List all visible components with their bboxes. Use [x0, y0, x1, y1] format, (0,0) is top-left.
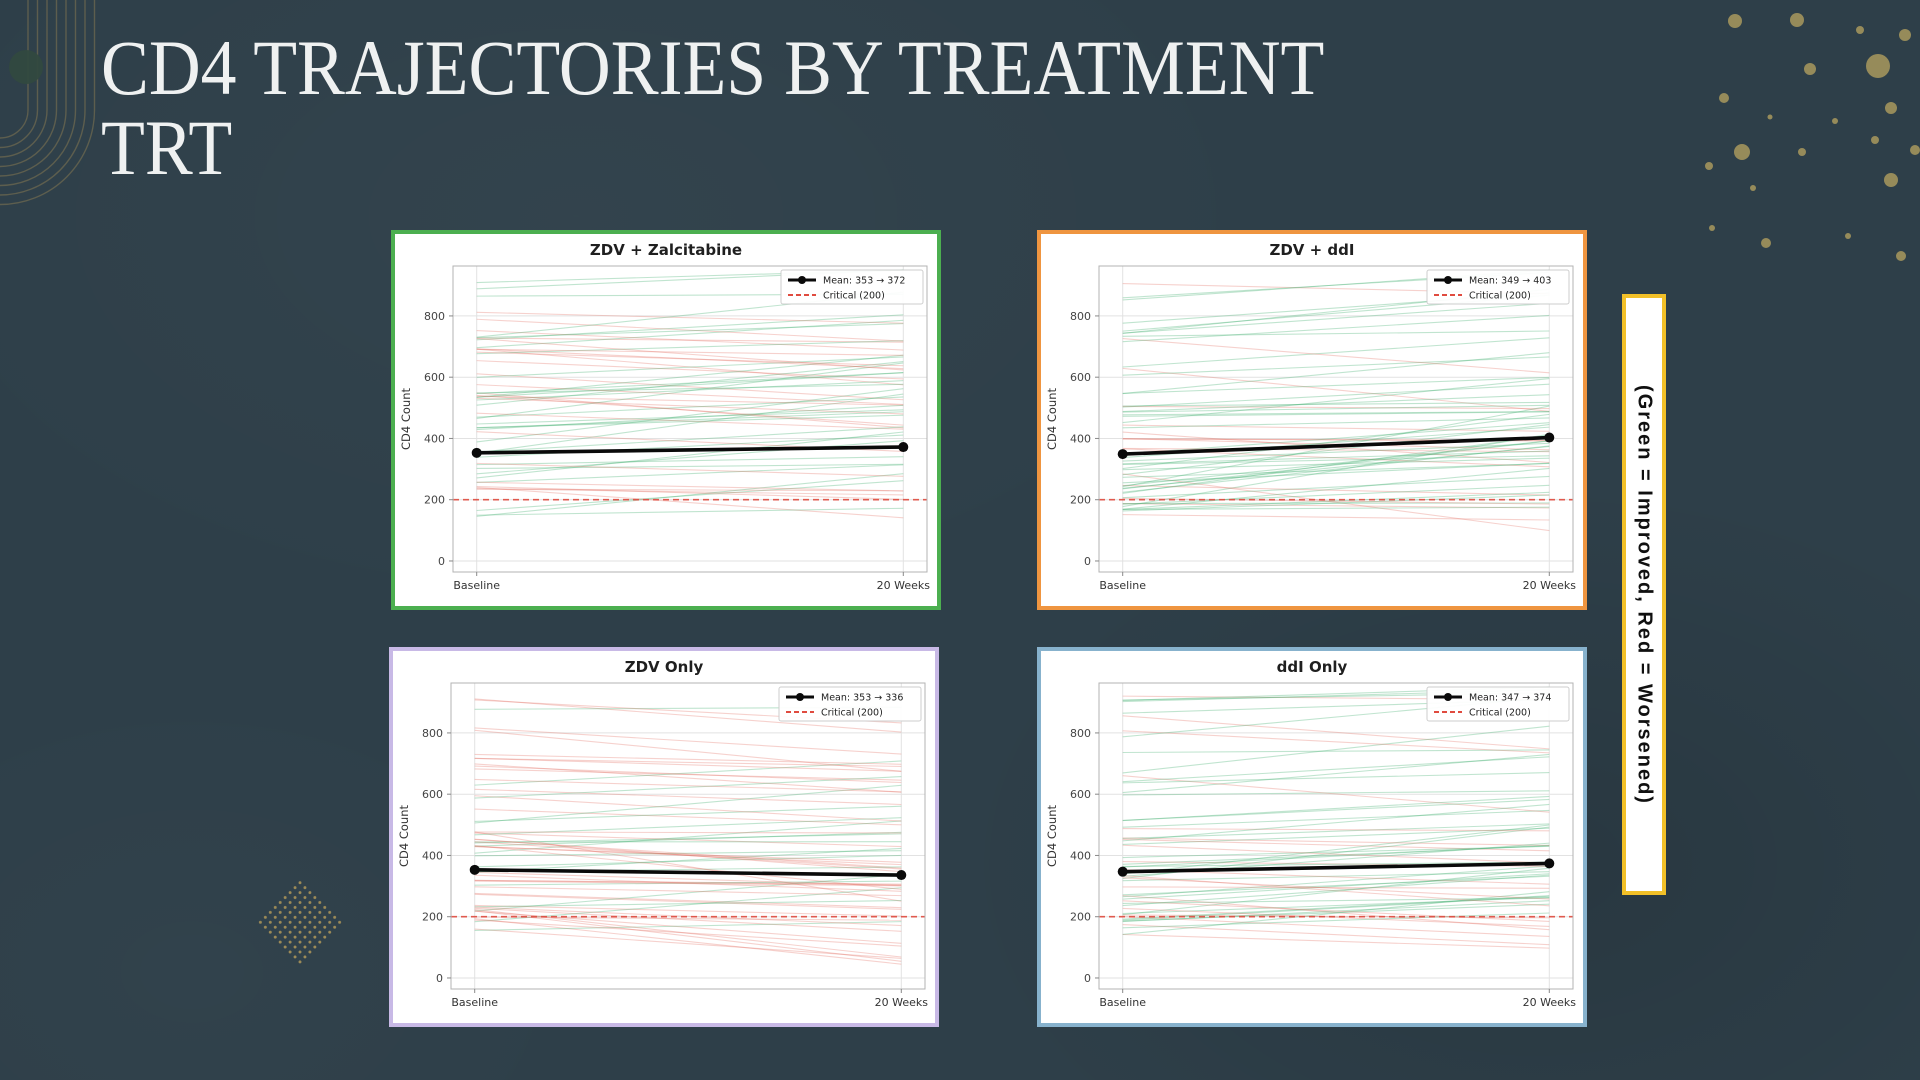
chart-panel-zdv-zalcitabine: ZDV + Zalcitabine 0 200 400 600 800 Baseline 2… [391, 230, 941, 610]
svg-text:Mean: 353 → 336: Mean: 353 → 336 [821, 693, 903, 704]
svg-text:200: 200 [1070, 911, 1091, 924]
svg-text:200: 200 [422, 911, 443, 924]
svg-text:Critical (200): Critical (200) [1469, 291, 1531, 302]
svg-text:CD4 Count: CD4 Count [1045, 805, 1059, 868]
title-line-1: CD4 TRAJECTORIES BY TREATMENT [101, 24, 1325, 111]
svg-text:0: 0 [1084, 972, 1091, 985]
chart-title: ddI Only [1276, 658, 1348, 676]
svg-text:400: 400 [424, 432, 445, 445]
svg-text:Baseline: Baseline [451, 996, 498, 1009]
svg-text:800: 800 [424, 310, 445, 323]
svg-text:Critical (200): Critical (200) [823, 291, 885, 302]
svg-text:400: 400 [1070, 849, 1091, 862]
svg-text:Critical (200): Critical (200) [1469, 708, 1531, 719]
svg-text:Critical (200): Critical (200) [821, 708, 883, 719]
spaghetti-plot-ddi-only: 0 200 400 600 800 Baseline 20 Weeks CD4 Count Me… [1045, 682, 1577, 1009]
svg-text:Baseline: Baseline [453, 579, 500, 592]
page-title: CD4 TRAJECTORIES BY TREATMENT TRT [101, 28, 1481, 187]
spaghetti-plot-zdv-only: 0 200 400 600 800 Baseline 20 Weeks CD4 Count Me… [397, 682, 929, 1009]
svg-text:200: 200 [424, 494, 445, 507]
chart-panel-zdv-only: ZDV Only 0 200 400 600 800 Baseline 20 Weeks CD… [389, 647, 939, 1027]
svg-text:20 Weeks: 20 Weeks [875, 996, 929, 1009]
svg-text:Mean: 349 → 403: Mean: 349 → 403 [1469, 276, 1551, 287]
legend-note-text: (Green = Improved, Red = Worsened) [1633, 384, 1656, 805]
svg-text:600: 600 [424, 371, 445, 384]
svg-text:CD4 Count: CD4 Count [1045, 388, 1059, 451]
svg-text:600: 600 [1070, 371, 1091, 384]
svg-text:0: 0 [1084, 555, 1091, 568]
legend-note-badge: (Green = Improved, Red = Worsened) [1622, 294, 1666, 895]
chart-panel-zdv-ddi: ZDV + ddI 0 200 400 600 800 Baseline 20 Weeks C… [1037, 230, 1587, 610]
svg-text:Baseline: Baseline [1099, 579, 1146, 592]
svg-text:Mean: 347 → 374: Mean: 347 → 374 [1469, 693, 1551, 704]
spaghetti-plot-zdv-zalcitabine: 0 200 400 600 800 Baseline 20 Weeks CD4 Count Me… [399, 265, 931, 592]
chart-title: ZDV + ddI [1269, 241, 1355, 259]
svg-text:20 Weeks: 20 Weeks [1523, 996, 1577, 1009]
svg-text:800: 800 [422, 727, 443, 740]
svg-text:CD4 Count: CD4 Count [397, 805, 411, 868]
svg-text:Baseline: Baseline [1099, 996, 1146, 1009]
svg-text:0: 0 [436, 972, 443, 985]
svg-text:20 Weeks: 20 Weeks [877, 579, 931, 592]
svg-text:400: 400 [1070, 432, 1091, 445]
svg-text:800: 800 [1070, 727, 1091, 740]
svg-text:20 Weeks: 20 Weeks [1523, 579, 1577, 592]
svg-text:CD4 Count: CD4 Count [399, 388, 413, 451]
gold-dots-icon [1705, 13, 1920, 261]
svg-text:600: 600 [422, 788, 443, 801]
title-line-2: TRT [101, 103, 233, 191]
svg-text:600: 600 [1070, 788, 1091, 801]
svg-text:400: 400 [422, 849, 443, 862]
chart-panel-ddi-only: ddI Only 0 200 400 600 800 Baseline 20 Weeks CD… [1037, 647, 1587, 1027]
diamond-dots-icon [254, 877, 346, 969]
svg-text:800: 800 [1070, 310, 1091, 323]
svg-text:Mean: 353 → 372: Mean: 353 → 372 [823, 276, 905, 287]
svg-text:0: 0 [438, 555, 445, 568]
svg-text:200: 200 [1070, 494, 1091, 507]
spaghetti-plot-zdv-ddi: 0 200 400 600 800 Baseline 20 Weeks CD4 Count Me… [1045, 265, 1577, 592]
chart-title: ZDV Only [624, 658, 704, 676]
chart-title: ZDV + Zalcitabine [589, 241, 743, 259]
